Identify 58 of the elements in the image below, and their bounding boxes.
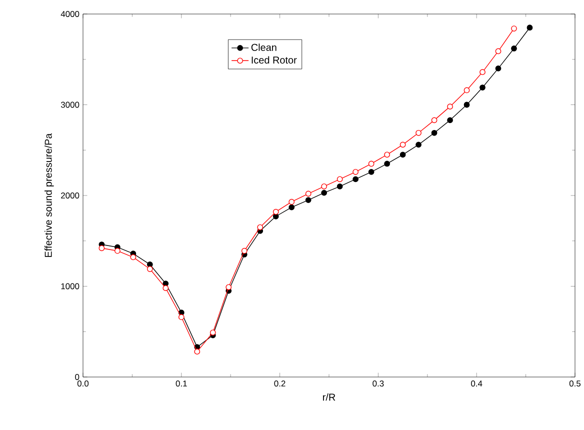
point bbox=[162, 285, 169, 292]
point bbox=[98, 245, 105, 252]
point bbox=[114, 248, 120, 254]
point bbox=[352, 176, 359, 182]
point bbox=[480, 69, 486, 76]
y-tick-label: 1000 bbox=[61, 283, 80, 290]
point bbox=[194, 348, 200, 355]
point bbox=[288, 198, 295, 205]
point bbox=[178, 314, 184, 320]
point bbox=[130, 254, 136, 260]
x-tick-label: 0.4 bbox=[471, 380, 482, 387]
point bbox=[146, 266, 153, 272]
point bbox=[257, 224, 264, 230]
y-tick-label: 2000 bbox=[61, 192, 80, 198]
point bbox=[352, 168, 359, 175]
point bbox=[210, 330, 216, 336]
point bbox=[368, 168, 374, 175]
y-tick-label: 3000 bbox=[60, 102, 80, 108]
x-tick-label: 0.1 bbox=[176, 380, 187, 387]
y-tick-label: 4000 bbox=[60, 11, 80, 17]
y-tick-label: 0 bbox=[75, 374, 80, 380]
point bbox=[447, 117, 453, 124]
point bbox=[384, 160, 390, 167]
point bbox=[288, 204, 295, 210]
point bbox=[495, 48, 502, 54]
x-axis-title: r/R bbox=[323, 393, 336, 401]
point bbox=[431, 130, 438, 136]
point bbox=[226, 284, 232, 290]
point bbox=[526, 24, 533, 31]
point bbox=[416, 142, 422, 148]
point bbox=[336, 183, 343, 190]
point bbox=[272, 208, 279, 215]
point bbox=[495, 66, 502, 72]
point bbox=[400, 142, 406, 148]
x-tick-label: 0.3 bbox=[372, 380, 384, 387]
legend-label: Clean bbox=[251, 44, 276, 51]
point bbox=[400, 152, 406, 158]
point bbox=[416, 130, 422, 136]
x-tick-label: 0.5 bbox=[569, 380, 581, 387]
point bbox=[321, 190, 328, 196]
point bbox=[305, 197, 312, 203]
point bbox=[241, 248, 248, 254]
point bbox=[336, 176, 343, 182]
point bbox=[447, 104, 453, 110]
point bbox=[384, 152, 390, 158]
point bbox=[464, 87, 470, 94]
x-tick-label: 0.0 bbox=[77, 380, 89, 387]
y-axis-title: Effective sound pressure/Pa bbox=[44, 133, 54, 257]
x-tick-label: 0.2 bbox=[274, 380, 286, 387]
point bbox=[511, 26, 517, 32]
point bbox=[511, 46, 517, 52]
point bbox=[305, 190, 312, 197]
point bbox=[321, 183, 328, 190]
point bbox=[431, 117, 438, 124]
point bbox=[368, 160, 374, 167]
legend-label: Iced Rotor bbox=[252, 56, 297, 64]
point bbox=[464, 102, 470, 108]
point bbox=[480, 84, 486, 90]
